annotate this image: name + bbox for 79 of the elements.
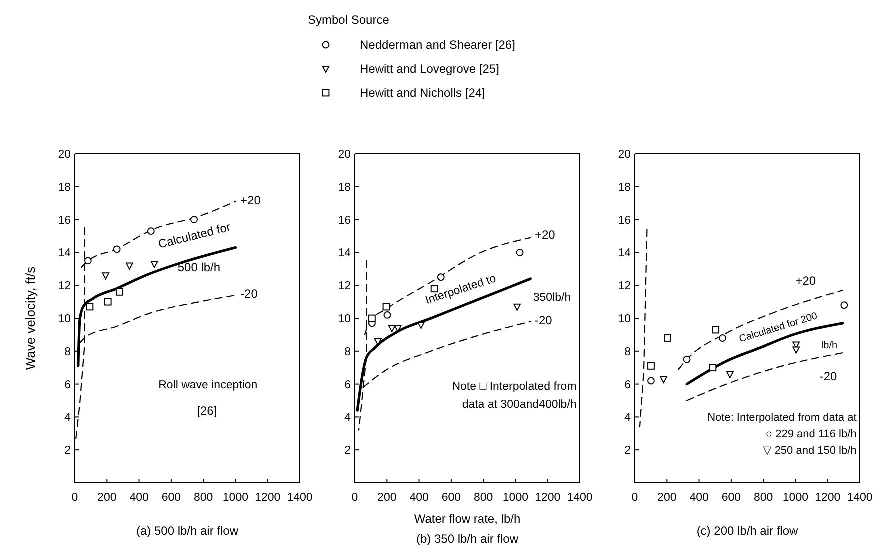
y-tick-label: 14: [58, 248, 72, 260]
text: Nedderman and Shearer [26]: [360, 38, 516, 52]
y-tick-label: 12: [58, 280, 71, 293]
annotation: +20: [796, 274, 816, 288]
x-tick-label: 400: [690, 492, 709, 504]
text: (c) 200 lb/h air flow: [696, 524, 799, 538]
x-tick-label: 200: [98, 492, 117, 504]
y-tick-label: 10: [618, 314, 631, 326]
y-tick-label: 14: [338, 248, 352, 260]
y-tick-label: 4: [624, 412, 632, 424]
y-tick-label: 2: [64, 445, 71, 458]
y-tick-label: 8: [64, 346, 71, 358]
x-tick-label: 400: [410, 492, 429, 504]
annotation: Roll wave inception: [158, 379, 258, 392]
text: Hewitt and Lovegrove [25]: [360, 62, 500, 76]
x-tick-label: 600: [722, 492, 742, 504]
y-tick-label: 20: [338, 149, 351, 162]
y-tick-label: 12: [338, 280, 351, 293]
x-tick-label: 800: [194, 492, 214, 504]
annotation: -20: [535, 313, 553, 328]
x-tick-label: 1400: [847, 492, 873, 504]
text: (b) 350 lb/h air flow: [416, 532, 519, 546]
x-tick-label: 0: [632, 492, 638, 504]
x-tick-label: 1200: [535, 492, 561, 504]
y-tick-label: 10: [338, 314, 351, 326]
y-tick-label: 12: [618, 280, 631, 293]
y-tick-label: 18: [338, 182, 351, 194]
y-tick-label: 6: [64, 379, 71, 392]
x-tick-label: 200: [378, 492, 397, 504]
x-tick-label: 600: [442, 492, 462, 504]
y-tick-label: 4: [344, 412, 352, 424]
x-tick-label: 0: [352, 492, 358, 504]
annotation: -20: [820, 369, 838, 384]
y-tick-label: 20: [618, 149, 631, 162]
y-tick-label: 6: [344, 379, 351, 392]
y-tick-label: 14: [618, 248, 632, 260]
x-tick-label: 1000: [502, 492, 529, 504]
annotation: Note □ Interpolated from: [452, 380, 577, 393]
annotation: ▽ 250 and 150 lb/h: [763, 444, 857, 457]
annotation: +20: [535, 228, 556, 242]
annotation: [26]: [197, 404, 218, 418]
annotation: data at 300and400lb/h: [462, 399, 577, 412]
x-tick-label: 200: [658, 492, 677, 504]
annotation: Note: Interpolated from data at: [708, 412, 857, 424]
x-tick-label: 1400: [567, 492, 593, 504]
x-tick-label: 600: [162, 492, 182, 504]
annotation: 500 lb/h: [178, 260, 221, 275]
annotation: ○ 229 and 116 lb/h: [766, 428, 857, 440]
annotation: 350lb/h: [533, 292, 572, 304]
legend-title: Symbol Source: [308, 13, 390, 27]
y-tick-label: 4: [64, 412, 72, 424]
y-tick-label: 20: [58, 149, 71, 162]
x-tick-label: 1200: [815, 492, 841, 504]
y-tick-label: 18: [58, 182, 71, 194]
x-tick-label: 800: [754, 492, 774, 504]
y-tick-label: 16: [338, 214, 351, 227]
y-axis-title: Wave velocity, ft/s: [23, 266, 38, 370]
text: Hewitt and Nicholls [24]: [360, 86, 486, 100]
y-tick-label: 10: [58, 314, 71, 326]
x-tick-label: 1200: [255, 492, 281, 504]
annotation: +20: [240, 193, 262, 208]
x-axis-title: Water flow rate, lb/h: [414, 512, 521, 526]
y-tick-label: 2: [344, 445, 351, 458]
y-tick-label: 16: [58, 214, 71, 227]
annotation: lb/h: [821, 340, 838, 352]
x-tick-label: 0: [72, 492, 78, 504]
y-tick-label: 16: [618, 214, 631, 227]
annotation: -20: [240, 287, 258, 302]
y-tick-label: 8: [344, 346, 351, 358]
x-tick-label: 800: [474, 492, 494, 504]
text: (a) 500 lb/h air flow: [136, 524, 239, 538]
x-tick-label: 1000: [782, 492, 809, 504]
y-tick-label: 8: [624, 346, 631, 358]
y-tick-label: 18: [618, 182, 631, 194]
y-tick-label: 2: [624, 445, 631, 458]
y-tick-label: 6: [624, 379, 631, 392]
x-tick-label: 1400: [287, 492, 313, 504]
x-tick-label: 400: [130, 492, 149, 504]
x-tick-label: 1000: [222, 492, 249, 504]
